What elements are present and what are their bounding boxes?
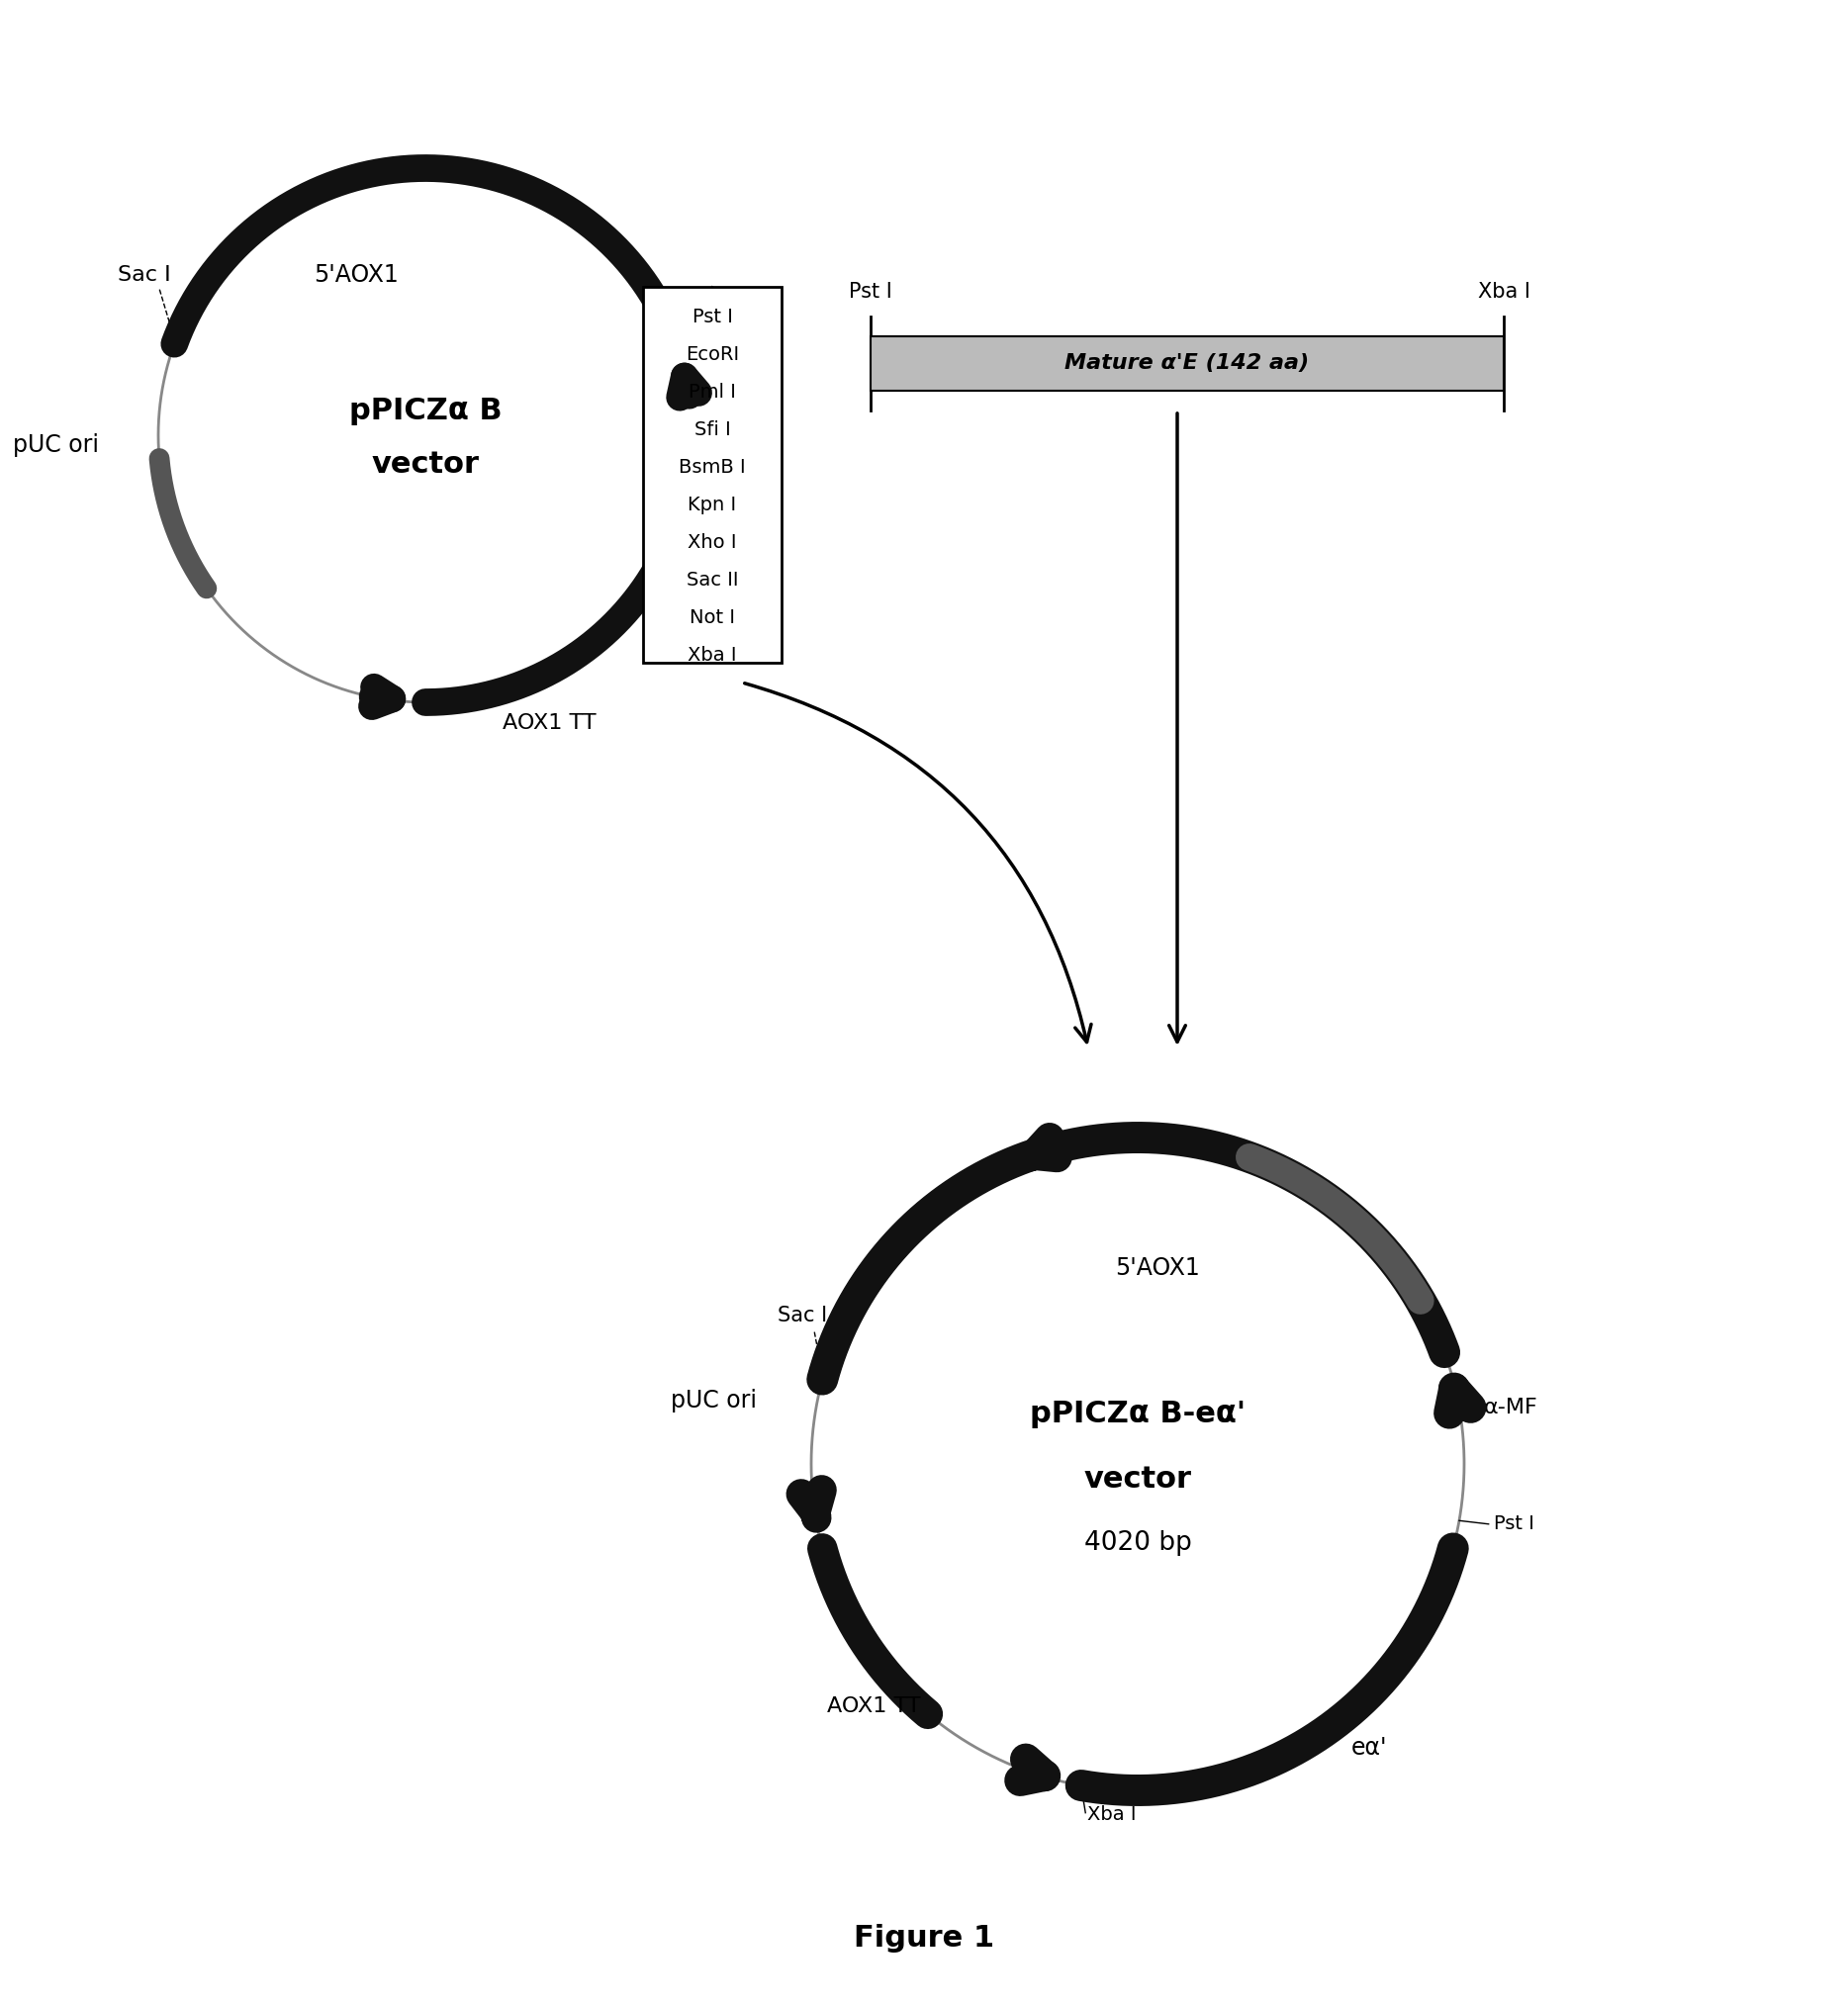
Text: vector: vector [1083,1464,1192,1494]
Text: vector: vector [371,451,479,479]
Text: AOX1 TT: AOX1 TT [503,714,595,734]
Text: Xho I: Xho I [687,533,737,551]
Text: Sac I: Sac I [778,1305,828,1325]
Text: Pml I: Pml I [689,383,736,401]
Text: Sfi I: Sfi I [695,421,730,439]
Text: α-MF: α-MF [726,403,780,421]
Text: Not I: Not I [689,608,736,628]
Text: Sac I: Sac I [118,265,172,285]
Text: Pst I: Pst I [691,307,732,327]
Text: pUC ori: pUC ori [13,433,100,457]
Text: Xba I: Xba I [687,646,737,664]
Text: Sac II: Sac II [686,571,737,589]
Text: 5'AOX1: 5'AOX1 [314,263,399,287]
Text: BsmB I: BsmB I [678,457,747,477]
Text: eα': eα' [1351,1736,1388,1760]
Text: pPICZα B: pPICZα B [349,397,503,425]
Text: α-MF: α-MF [1484,1397,1538,1418]
Text: Xba I: Xba I [1087,1804,1137,1825]
Text: Xba I: Xba I [1478,283,1530,301]
Text: 5'AOX1: 5'AOX1 [1114,1257,1199,1279]
Text: Pst I: Pst I [1493,1514,1534,1534]
Bar [870,337,1504,391]
Text: AOX1 TT: AOX1 TT [826,1696,920,1716]
Text: Kpn I: Kpn I [687,495,737,513]
Text: 4020 bp: 4020 bp [1083,1530,1192,1556]
Text: pPICZα B-eα': pPICZα B-eα' [1029,1399,1246,1430]
Text: Mature α'E (142 aa): Mature α'E (142 aa) [1064,353,1310,373]
Text: pUC ori: pUC ori [671,1389,758,1414]
FancyBboxPatch shape [643,287,782,664]
Text: EcoRI: EcoRI [686,345,739,363]
Text: Pst I: Pst I [848,283,893,301]
Text: Figure 1: Figure 1 [854,1925,994,1953]
